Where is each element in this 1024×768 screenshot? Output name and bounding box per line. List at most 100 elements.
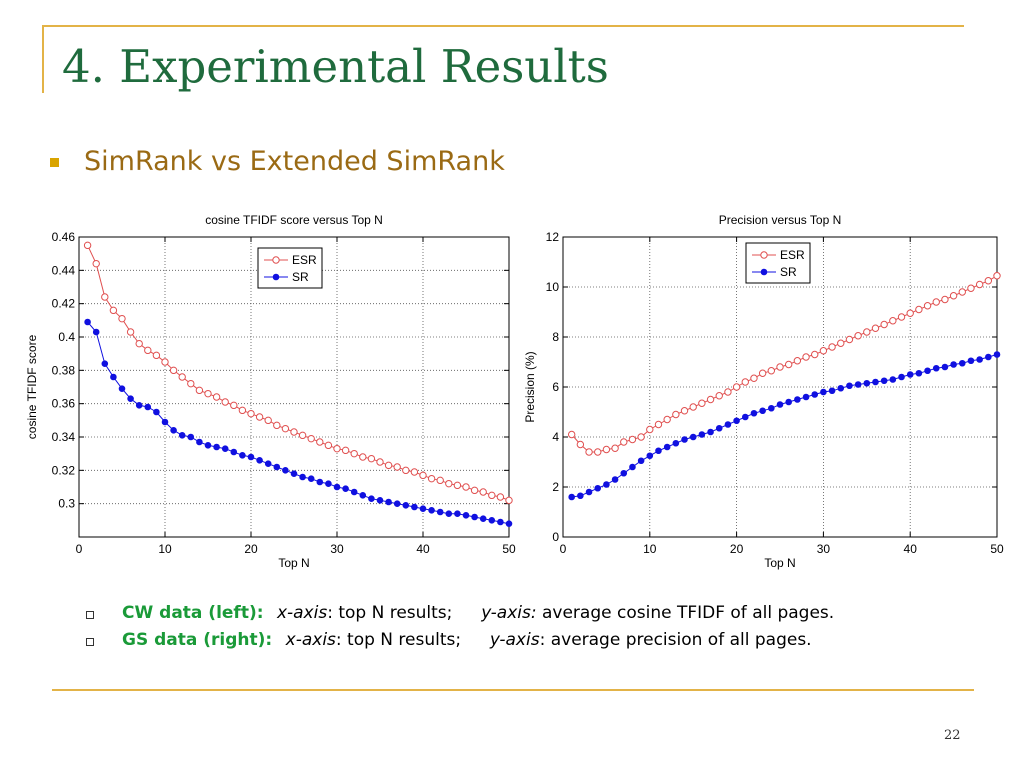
data-point-sr bbox=[646, 452, 654, 460]
data-point-sr bbox=[750, 409, 758, 417]
data-point-sr bbox=[247, 453, 255, 461]
data-point-sr bbox=[385, 498, 392, 506]
x-tick-label: 40 bbox=[416, 542, 430, 556]
data-point-esr bbox=[255, 413, 264, 421]
bullet-square-icon bbox=[50, 158, 59, 167]
data-point-sr bbox=[84, 318, 91, 326]
data-point-sr bbox=[924, 367, 931, 375]
data-point-sr bbox=[611, 476, 619, 483]
y-tick-label: 0.38 bbox=[52, 363, 76, 377]
y-axis-label: cosine TFIDF score bbox=[25, 334, 39, 439]
data-point-esr bbox=[620, 438, 628, 446]
data-point-sr bbox=[681, 436, 688, 443]
data-point-esr bbox=[654, 420, 663, 429]
y-tick-label: 12 bbox=[546, 230, 560, 244]
data-point-esr bbox=[316, 438, 324, 446]
data-point-esr bbox=[505, 496, 513, 505]
data-point-esr bbox=[967, 284, 975, 292]
data-point-esr bbox=[828, 343, 836, 351]
data-point-sr bbox=[985, 353, 992, 361]
data-point-esr bbox=[462, 483, 470, 491]
data-point-sr bbox=[880, 377, 888, 385]
data-point-esr bbox=[273, 421, 281, 430]
data-point-sr bbox=[204, 442, 212, 449]
data-point-sr bbox=[230, 448, 238, 456]
data-point-esr bbox=[715, 392, 723, 400]
data-point-esr bbox=[324, 441, 333, 450]
data-point-sr bbox=[376, 497, 384, 504]
x-tick-label: 50 bbox=[990, 542, 1004, 556]
note-x-axis-text: : top N results; bbox=[327, 603, 453, 623]
data-point-sr bbox=[906, 371, 914, 378]
x-axis-label: Top N bbox=[764, 556, 795, 570]
data-point-sr bbox=[92, 328, 100, 336]
note-x-axis-label: x-axis bbox=[276, 603, 328, 623]
data-point-esr bbox=[680, 407, 689, 415]
data-point-esr bbox=[602, 445, 611, 454]
data-point-sr bbox=[715, 424, 723, 432]
data-point-esr bbox=[92, 259, 100, 268]
y-tick-label: 0.36 bbox=[52, 397, 76, 411]
data-point-sr bbox=[637, 457, 645, 465]
data-point-sr bbox=[967, 357, 975, 365]
data-point-sr bbox=[368, 495, 375, 502]
data-point-esr bbox=[732, 383, 741, 391]
data-point-esr bbox=[298, 431, 307, 440]
data-point-sr bbox=[393, 500, 401, 507]
data-point-sr bbox=[785, 398, 792, 406]
data-point-esr bbox=[724, 388, 732, 396]
data-point-sr bbox=[941, 363, 949, 371]
data-point-sr bbox=[428, 507, 435, 514]
y-tick-label: 0 bbox=[552, 530, 559, 544]
data-point-sr bbox=[239, 452, 246, 459]
data-point-sr bbox=[488, 517, 496, 524]
data-point-esr bbox=[863, 328, 871, 336]
data-point-esr bbox=[889, 317, 897, 325]
y-tick-label: 0.42 bbox=[52, 297, 76, 311]
data-point-sr bbox=[497, 518, 504, 526]
data-point-sr bbox=[479, 515, 487, 522]
data-point-esr bbox=[281, 424, 290, 433]
data-point-esr bbox=[932, 298, 940, 306]
legend-marker-esr bbox=[272, 256, 280, 264]
data-point-sr bbox=[689, 433, 697, 441]
data-point-esr bbox=[698, 399, 706, 407]
chart-title: Precision versus Top N bbox=[719, 213, 842, 227]
data-point-sr bbox=[350, 488, 358, 496]
note-dataset-label: GS data (right): bbox=[122, 630, 273, 650]
data-point-esr bbox=[906, 309, 914, 317]
data-point-esr bbox=[436, 476, 444, 485]
x-tick-label: 10 bbox=[643, 542, 657, 556]
note-dataset-label: CW data (left): bbox=[122, 603, 264, 623]
data-point-sr bbox=[221, 445, 229, 452]
legend-marker-sr bbox=[760, 268, 768, 276]
data-point-esr bbox=[238, 406, 247, 415]
data-point-sr bbox=[794, 396, 801, 403]
note-y-axis-label: y-axis: bbox=[481, 603, 537, 623]
notes-list: CW data (left): x-axis: top N results; y… bbox=[82, 603, 834, 657]
axes-box bbox=[78, 236, 510, 538]
data-point-esr bbox=[470, 486, 479, 495]
data-point-esr bbox=[307, 434, 315, 443]
x-tick-label: 40 bbox=[904, 542, 918, 556]
data-point-esr bbox=[445, 479, 453, 488]
data-point-esr bbox=[637, 433, 645, 441]
data-point-esr bbox=[290, 428, 298, 436]
data-point-esr bbox=[741, 378, 749, 386]
data-point-esr bbox=[264, 416, 272, 425]
data-point-esr bbox=[776, 363, 784, 371]
data-point-sr bbox=[316, 478, 324, 486]
data-point-esr bbox=[975, 280, 984, 289]
data-point-sr bbox=[462, 512, 470, 519]
data-point-sr bbox=[672, 439, 680, 447]
note-y-axis-text: : average precision of all pages. bbox=[539, 630, 812, 650]
data-point-esr bbox=[101, 293, 109, 301]
y-tick-label: 8 bbox=[552, 330, 559, 344]
y-tick-label: 4 bbox=[552, 430, 559, 444]
data-point-esr bbox=[646, 425, 654, 434]
data-point-sr bbox=[698, 431, 706, 438]
data-point-esr bbox=[453, 481, 462, 490]
data-point-esr bbox=[706, 395, 715, 404]
data-point-sr bbox=[707, 428, 714, 436]
chart-right-svg: 0 10 20 30 40 50 0 2 4 6 8 10 12 Precision versus Top… bbox=[523, 213, 1004, 570]
